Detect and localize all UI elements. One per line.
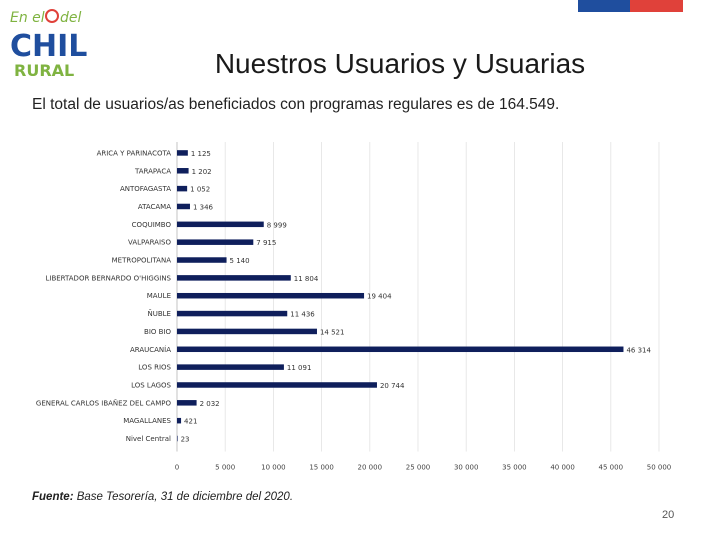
bar-chart: 0 5 000 10 000 15 000 20 000 25 000 30 000 35 0… [36, 142, 672, 471]
flag-red-stripe [630, 0, 683, 12]
x-tick-label: 45 000 [599, 463, 624, 471]
category-label: MAGALLANES [123, 417, 171, 425]
category-label: ATACAMA [138, 203, 171, 211]
x-tick-label: 20 000 [358, 463, 383, 471]
bar [177, 221, 264, 228]
category-label: GENERAL CARLOS IBAÑEZ DEL CAMPO [36, 398, 172, 407]
value-label: 1 052 [190, 186, 210, 194]
bar [177, 168, 189, 174]
value-label: 19 404 [367, 293, 392, 301]
value-label: 1 202 [192, 168, 212, 176]
x-tick-label: 30 000 [454, 463, 479, 471]
x-tick-label: 35 000 [502, 463, 527, 471]
value-label: 20 744 [380, 382, 405, 390]
page-number: 20 [662, 509, 675, 521]
category-label: ANTOFAGASTA [120, 185, 171, 193]
category-label: LIBERTADOR BERNARDO O'HIGGINS [45, 274, 171, 282]
value-label: 2 032 [200, 400, 220, 408]
bar [177, 239, 254, 245]
bar [177, 203, 190, 210]
x-tick-label: 25 000 [406, 463, 431, 471]
category-label: ÑUBLE [148, 309, 172, 318]
value-label: 5 140 [230, 257, 250, 265]
logo-line1: En el [10, 10, 45, 26]
logo-brand: CHILE [10, 29, 88, 64]
value-label: 421 [184, 418, 197, 426]
bar [177, 417, 182, 424]
value-label: 14 521 [320, 328, 345, 336]
category-label: ARICA Y PARINACOTA [97, 149, 172, 157]
bar [177, 382, 377, 388]
chile-rural-logo: En el del CHILE RURAL [10, 9, 88, 80]
category-label: Nivel Central [126, 435, 171, 443]
value-label: 8 999 [267, 221, 287, 229]
category-label: MAULE [147, 292, 171, 300]
bar [177, 310, 288, 317]
bar [177, 185, 188, 192]
category-label: METROPOLITANA [112, 257, 172, 265]
x-tick-label: 10 000 [261, 463, 286, 471]
x-tick-label: 0 [175, 463, 179, 471]
source-text: Base Tesorería, 31 de diciembre del 2020… [76, 491, 294, 503]
x-tick-label: 15 000 [309, 463, 334, 471]
page-title: Nuestros Usuarios y Usuarias [214, 48, 586, 79]
category-label: LOS RIOS [138, 364, 171, 372]
category-label: VALPARAISO [128, 239, 171, 247]
bar [177, 400, 197, 406]
value-label: 7 915 [256, 239, 276, 247]
x-tick-label: 40 000 [550, 463, 575, 471]
category-label: BIO BIO [144, 328, 171, 336]
value-label: 1 346 [193, 203, 214, 211]
value-label: 1 125 [191, 150, 211, 158]
bar [177, 292, 365, 299]
category-label: TARAPACA [134, 167, 171, 175]
category-label: COQUIMBO [132, 221, 172, 229]
bar [177, 346, 624, 353]
source-label: Fuente: [32, 491, 74, 503]
flag-blue-stripe [578, 0, 630, 12]
x-tick-label: 5 000 [215, 463, 235, 471]
bar [177, 435, 178, 442]
source-note: Fuente: Base Tesorería, 31 de diciembre … [32, 491, 293, 503]
category-label: LOS LAGOS [131, 381, 171, 389]
value-label: 46 314 [626, 346, 651, 354]
heart-icon [45, 9, 59, 23]
value-label: 23 [181, 436, 190, 444]
bar [177, 257, 227, 263]
bar [177, 275, 291, 281]
category-label: ARAUCANÍA [130, 345, 171, 354]
value-label: 11 091 [287, 364, 312, 372]
logo-line2: del [60, 10, 82, 26]
value-label: 11 436 [290, 311, 315, 319]
bar [177, 150, 188, 156]
x-tick-label: 50 000 [647, 463, 672, 471]
page-subtitle: El total de usuarios/as beneficiados con… [32, 96, 560, 113]
logo-tag: RURAL [14, 61, 74, 80]
value-label: 11 804 [294, 275, 319, 283]
bar [177, 328, 317, 335]
bar [177, 364, 284, 370]
